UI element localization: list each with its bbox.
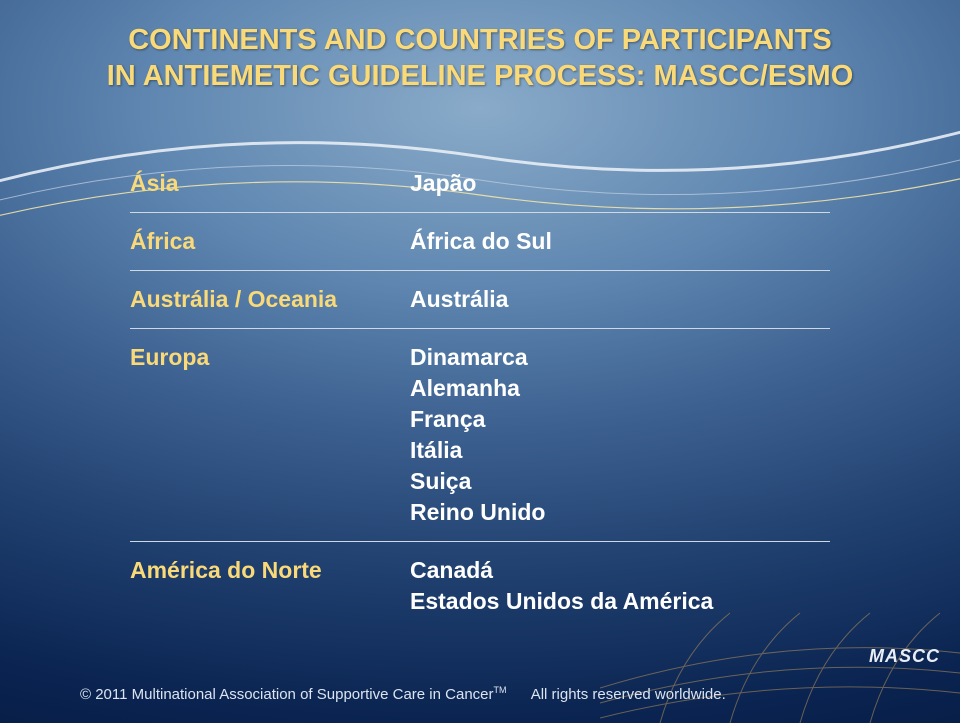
slide-title: CONTINENTS AND COUNTRIES OF PARTICIPANTS…: [0, 22, 960, 95]
continent-cell: África: [130, 226, 410, 257]
continent-cell: América do Norte: [130, 555, 410, 617]
continent-cell: Europa: [130, 342, 410, 528]
countries-cell: Japão: [410, 168, 830, 199]
table-row: Austrália / Oceania Austrália: [130, 271, 830, 329]
footer: © 2011 Multinational Association of Supp…: [80, 685, 726, 703]
title-line-1: CONTINENTS AND COUNTRIES OF PARTICIPANTS: [128, 24, 832, 56]
footer-tm: TM: [494, 685, 507, 695]
table-row: Ásia Japão: [130, 155, 830, 213]
countries-cell: África do Sul: [410, 226, 830, 257]
footer-rights: All rights reserved worldwide.: [531, 686, 726, 703]
table-row: África África do Sul: [130, 213, 830, 271]
countries-cell: CanadáEstados Unidos da América: [410, 555, 830, 617]
countries-cell: DinamarcaAlemanhaFrançaItáliaSuiçaReino …: [410, 342, 830, 528]
footer-copyright: © 2011 Multinational Association of Supp…: [80, 686, 494, 703]
title-line-2: IN ANTIEMETIC GUIDELINE PROCESS: MASCC/E…: [107, 60, 854, 92]
content-table: Ásia Japão África África do Sul Austráli…: [130, 155, 830, 631]
logo-text: MASCC: [869, 646, 940, 667]
continent-cell: Austrália / Oceania: [130, 284, 410, 315]
continent-cell: Ásia: [130, 168, 410, 199]
table-row: Europa DinamarcaAlemanhaFrançaItáliaSuiç…: [130, 329, 830, 542]
slide: CONTINENTS AND COUNTRIES OF PARTICIPANTS…: [0, 0, 960, 723]
table-row: América do Norte CanadáEstados Unidos da…: [130, 542, 830, 630]
countries-cell: Austrália: [410, 284, 830, 315]
logo: MASCC: [869, 646, 940, 671]
